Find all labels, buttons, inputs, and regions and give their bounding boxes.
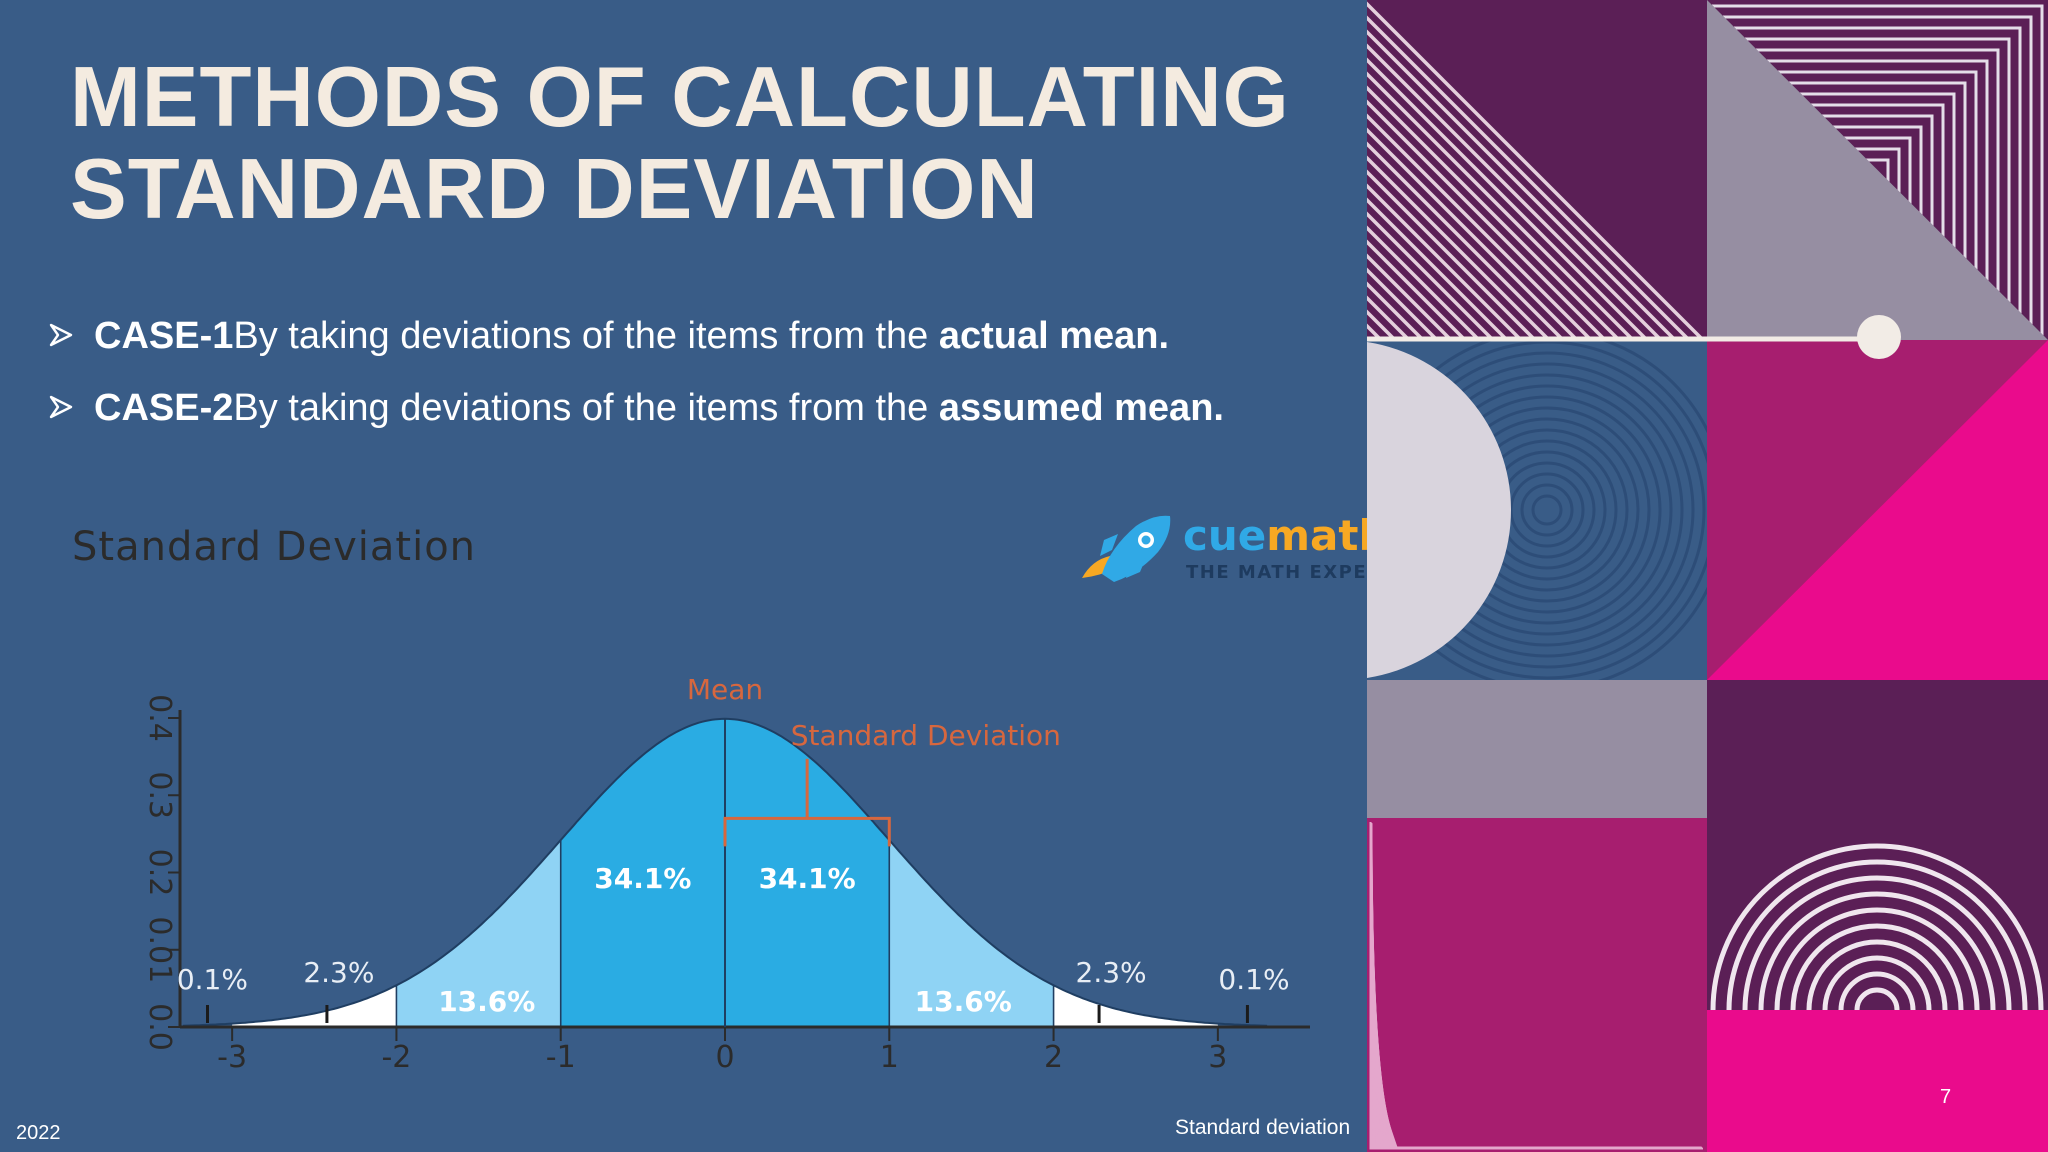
arrow-bullet-icon [49,395,73,419]
region-percent-label: 34.1% [594,862,691,895]
x-tick-label: -1 [546,1040,576,1075]
page-number: 7 [1940,1086,1952,1108]
x-tick-label: 3 [1208,1040,1227,1075]
logo-tagline: THE MATH EXPERT [1186,562,1396,583]
region-percent-label: 13.6% [915,985,1012,1018]
decorative-geometric-panel [1367,0,2048,1152]
mean-annotation: Mean [687,673,763,706]
bullet-text: CASE-2By taking deviations of the items … [94,380,1224,436]
case-emphasis: actual mean. [938,315,1170,357]
x-tick-label: -2 [381,1040,411,1075]
footer-text: Standard deviation [1175,1116,1351,1139]
y-tick-label: 0.3 [142,771,177,819]
region-percent-label: 2.3% [303,956,374,989]
std-annotation: Standard Deviation [791,719,1061,752]
tail-percent-label: 0.1% [177,963,248,996]
y-tick-label: 0.4 [142,694,177,742]
content-panel: METHODS OF CALCULATING STANDARD DEVIATIO… [16,51,1394,1144]
bullet-text: CASE-1By taking deviations of the items … [94,308,1169,364]
region-6 [1053,985,1218,1027]
case-description: By taking deviations of the items from t… [233,315,939,357]
y-tick-label: 0.01 [142,916,177,983]
bullet-list: CASE-1By taking deviations of the items … [48,308,1348,452]
cuemath-logo: cuemath THE MATH EXPERT [1068,510,1408,600]
logo-brand-cue: cue [1183,511,1267,560]
arrow-bullet-icon [49,323,73,347]
bullet-case-2: CASE-2By taking deviations of the items … [48,380,1348,452]
title-line-1: METHODS OF CALCULATING [70,50,1290,145]
rocket-icon [1082,515,1171,582]
region-1 [232,985,397,1027]
normal-distribution-chart: Standard Deviation -3 -2 -1 0 1 2 3 0.0 0.01 0.2 0… [72,524,1310,1075]
region-percent-label: 13.6% [438,985,535,1018]
case-emphasis: assumed mean. [938,387,1224,429]
y-tick-label: 0.2 [142,849,177,897]
region-percent-label: 2.3% [1076,956,1147,989]
y-tick-label: 0.0 [142,1003,177,1051]
x-tick-label: 1 [880,1040,899,1075]
bullet-case-1: CASE-1By taking deviations of the items … [48,308,1348,380]
footer-date: 2022 [16,1122,61,1144]
tail-percent-label: 0.1% [1218,963,1289,996]
case-label: CASE-1 [94,315,234,357]
slide-title: METHODS OF CALCULATING STANDARD DEVIATIO… [70,52,1330,236]
case-description: By taking deviations of the items from t… [233,387,939,429]
distribution-curve [182,717,1268,1027]
region-3 [560,718,725,1027]
chart-title: Standard Deviation [72,524,476,570]
region-percent-label: 34.1% [759,862,856,895]
x-tick-label: 2 [1044,1040,1063,1075]
title-line-2: STANDARD DEVIATION [70,142,1039,237]
region-4 [725,718,890,1027]
case-label: CASE-2 [94,387,234,429]
x-tick-label: 0 [715,1040,734,1075]
x-tick-label: -3 [217,1040,247,1075]
